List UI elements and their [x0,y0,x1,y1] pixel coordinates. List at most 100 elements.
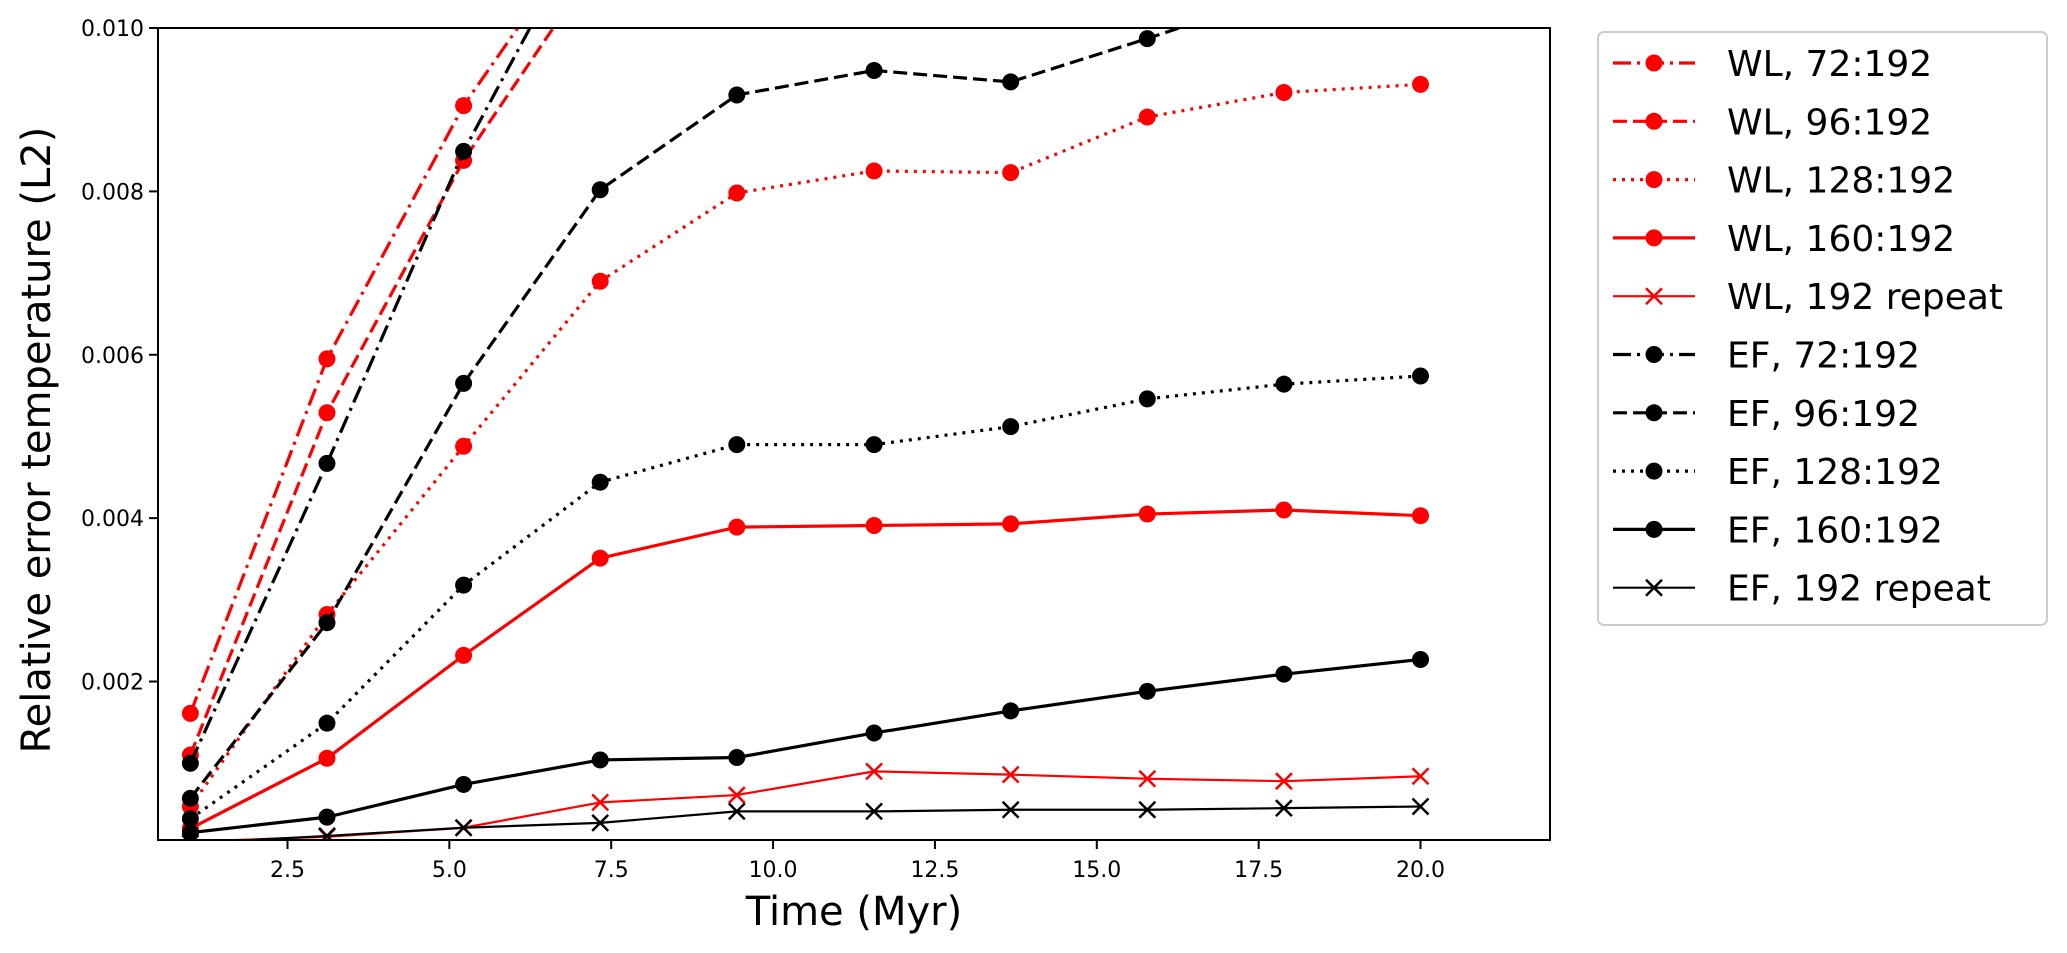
y-tick-label: 0.004 [81,507,144,532]
legend-marker [1645,520,1663,538]
series-ef-160-192-point [728,748,746,766]
series-wl-128-192-point [455,437,473,455]
series-ef-192-repeat [181,797,1430,840]
legend-marker [1645,229,1663,247]
x-axis: 2.5 5.0 7.5 10.0 12.5 15.0 17.5 20.0 [270,840,1445,883]
series-wl-160-192-line [189,508,1421,830]
series-wl-160-192-point [1002,515,1020,533]
legend-label: WL, 128:192 [1727,161,1955,202]
series-ef-160-192-point [1138,682,1156,700]
legend-marker [1645,54,1663,72]
x-tick-label: 17.5 [1234,858,1283,883]
series-wl-192-repeat-point [1138,769,1157,788]
series-wl-160-192-point [318,749,336,767]
legend-marker [1645,462,1663,480]
series-ef-128-192-point [591,473,609,491]
series-wl-128-192-point [1138,108,1156,126]
legend-marker [1645,287,1663,306]
legend-label: EF, 72:192 [1727,336,1920,377]
series-wl-192-repeat-point [865,762,883,781]
legend-item-ef-96-192: EF, 96:192 [1613,394,1920,435]
series-ef-192-repeat-point [1001,800,1020,819]
series-ef-192-repeat-point [1275,799,1293,818]
legend-item-wl-72-192: WL, 72:192 [1613,44,1932,85]
series-ef-128-192-point [1275,375,1293,393]
series-wl-72-192-point [181,704,199,722]
legend-label: EF, 192 repeat [1727,569,1991,610]
series-wl-160-192-point [591,549,609,567]
series-ef-96-192-point [591,181,609,199]
series-wl-128-192-point [1275,84,1293,102]
series-ef-128-192-point [181,810,199,828]
x-tick-label: 20.0 [1396,858,1445,883]
series-wl-128-192-point [1412,75,1430,93]
y-tick-label: 0.006 [81,344,144,369]
series-ef-128-192-point [318,714,336,732]
y-tick-label: 0.002 [81,671,144,696]
series-ef-96-192-point [1138,30,1156,48]
series-ef-128-192-line [189,374,1421,821]
legend: WL, 72:192 WL, 96:192 WL, 128:192 WL, 160:1… [1597,31,2048,626]
series-ef-192-repeat-point [1411,797,1430,816]
series-wl-160-192-point [1275,501,1293,519]
series-wl-160-192-point [728,518,746,536]
x-tick-label: 5.0 [432,858,467,883]
series-ef-160-192 [181,650,1430,840]
legend-item-ef-160-192: EF, 160:192 [1613,510,1943,551]
series-wl-192-repeat-point [727,786,746,804]
legend-marker [1645,112,1663,130]
series-wl-160-192-point [455,646,473,664]
x-tick-label: 2.5 [270,858,305,883]
x-tick-label: 10.0 [749,858,798,883]
series-ef-72-192-point [181,754,199,772]
series-ef-192-repeat-line [230,805,1421,840]
series-ef-192-repeat-point [454,818,473,837]
series-ef-192-repeat-point [727,802,746,821]
series-ef-192-repeat-point [318,827,336,840]
series-wl-72-192-point [318,350,336,368]
y-axis: 0.002 0.004 0.006 0.008 0.010 [81,17,158,696]
legend-label: WL, 160:192 [1727,219,1955,260]
series-ef-96-192-point [455,374,473,392]
legend-frame [1597,31,2048,626]
x-tick-label: 7.5 [594,858,629,883]
legend-label: WL, 96:192 [1727,102,1932,143]
plot-frame [157,27,1551,841]
legend-marker [1645,171,1663,189]
series-ef-128-192-point [1002,418,1020,436]
y-tick-label: 0.010 [81,17,144,42]
series-ef-160-192-point [591,751,609,769]
series-ef-160-192-point [455,775,473,793]
legend-label: EF, 96:192 [1727,394,1920,435]
x-axis-label: Time (Myr) [745,889,962,935]
series-ef-96-192 [181,28,1185,807]
series-ef-128-192-point [455,576,473,594]
series-ef-128-192 [181,367,1430,828]
series-wl-160-192-point [865,516,883,534]
series-ef-96-192-point [865,61,883,79]
legend-item-wl-96-192: WL, 96:192 [1613,102,1932,143]
legend-item-ef-192-repeat: EF, 192 repeat [1613,569,1991,610]
series-wl-160-192-point [1138,505,1156,523]
series-wl-72-192-line [188,28,520,714]
series-ef-160-192-point [1412,650,1430,668]
series-ef-192-repeat-point [181,834,200,840]
series-ef-192-repeat-point [865,802,883,821]
series-wl-96-192-line [188,28,556,756]
legend-marker [1645,404,1663,422]
legend-item-ef-72-192: EF, 72:192 [1613,336,1920,377]
series-ef-72-192 [181,28,532,772]
legend-label: WL, 72:192 [1727,44,1932,85]
series-ef-160-192-line [190,657,1421,835]
series-ef-192-repeat-point [591,813,610,832]
series-wl-128-192-point [728,184,746,202]
series-ef-72-192-line [188,28,532,764]
series-wl-128-192-point [1002,164,1020,182]
series-wl-72-192 [181,28,520,722]
legend-label: EF, 128:192 [1727,452,1943,493]
series-wl-128-192-point [591,272,609,290]
series-ef-128-192-point [728,436,746,454]
legend-marker [1645,346,1663,363]
series-wl-192-repeat-point [1275,772,1293,791]
